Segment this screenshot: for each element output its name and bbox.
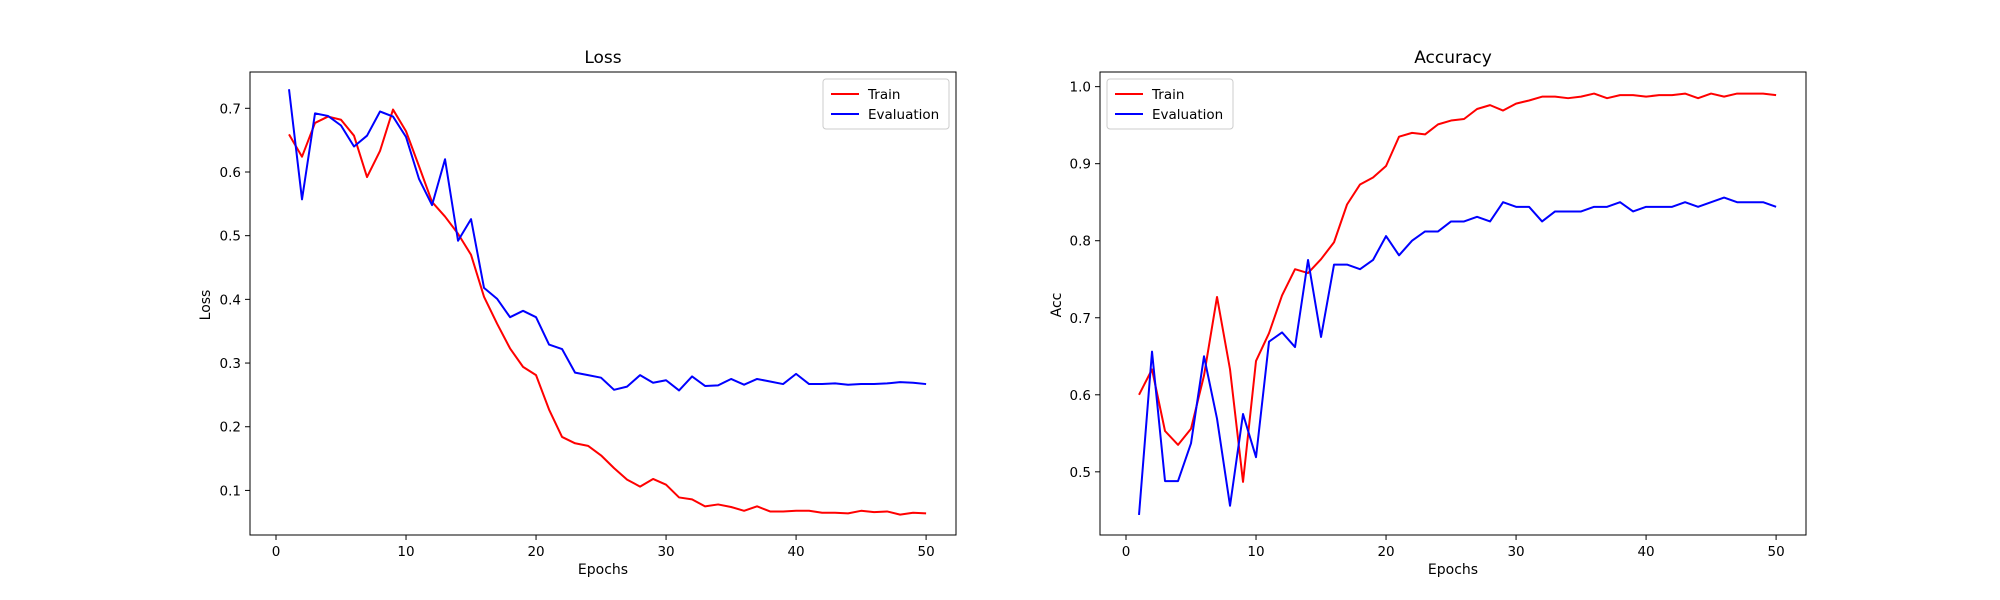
accuracy-legend-train-label: Train <box>1151 87 1184 103</box>
accuracy-x-tick-label: 50 <box>1768 544 1785 560</box>
accuracy-y-tick-label: 0.7 <box>1070 311 1091 327</box>
accuracy-y-tick-label: 0.8 <box>1070 234 1091 250</box>
loss-chart-legend: Train Evaluation <box>822 78 950 130</box>
accuracy-chart-ylabel: Acc <box>1049 293 1065 318</box>
loss-x-tick-label: 20 <box>527 544 544 560</box>
loss-x-tick-label: 10 <box>397 544 414 560</box>
loss-chart-xlabel: Epochs <box>578 562 628 578</box>
accuracy-train-series-line <box>1138 92 1777 483</box>
loss-x-tick-label: 40 <box>787 544 804 560</box>
accuracy-x-tick-label: 20 <box>1377 544 1394 560</box>
accuracy-x-tick-label: 30 <box>1507 544 1524 560</box>
accuracy-chart-x-ticks: 0 10 20 30 40 50 <box>1122 535 1785 560</box>
loss-x-tick-label: 50 <box>918 544 935 560</box>
accuracy-x-tick-label: 0 <box>1122 544 1131 560</box>
loss-chart-lines <box>288 89 927 516</box>
accuracy-chart-plot-frame <box>1099 71 1807 536</box>
loss-chart-ylabel: Loss <box>198 290 214 321</box>
loss-legend-evaluation-label: Evaluation <box>868 107 939 123</box>
accuracy-x-tick-label: 10 <box>1247 544 1264 560</box>
accuracy-evaluation-series-line <box>1138 196 1777 516</box>
loss-chart-plot-frame <box>249 71 957 536</box>
loss-chart-x-ticks: 0 10 20 30 40 50 <box>272 535 935 560</box>
accuracy-y-tick-label: 1.0 <box>1070 80 1091 96</box>
accuracy-chart-y-ticks: 0.5 0.6 0.7 0.8 0.9 1.0 <box>1070 80 1100 481</box>
accuracy-x-tick-label: 40 <box>1637 544 1654 560</box>
loss-y-tick-label: 0.4 <box>220 292 241 308</box>
accuracy-chart-xlabel: Epochs <box>1428 562 1478 578</box>
loss-y-tick-label: 0.5 <box>220 229 241 245</box>
accuracy-y-tick-label: 0.5 <box>1070 465 1091 481</box>
loss-chart-title: Loss <box>584 48 621 68</box>
loss-legend-box <box>822 78 950 130</box>
loss-x-tick-label: 30 <box>657 544 674 560</box>
accuracy-legend-box <box>1106 78 1234 130</box>
accuracy-chart-title: Accuracy <box>1414 48 1492 68</box>
loss-chart: Loss Epochs Loss 0 10 20 30 40 50 0.10.20.30.… <box>198 48 957 578</box>
accuracy-chart: Accuracy Epochs Acc 0 10 20 30 40 50 0.50.60.… <box>1049 48 1807 578</box>
accuracy-legend-evaluation-label: Evaluation <box>1152 107 1223 123</box>
accuracy-chart-legend: Train Evaluation <box>1106 78 1234 130</box>
loss-y-tick-label: 0.2 <box>220 420 241 436</box>
accuracy-y-tick-label: 0.6 <box>1070 388 1091 404</box>
accuracy-y-tick-label: 0.9 <box>1070 157 1091 173</box>
loss-chart-y-ticks: 0.1 0.2 0.3 0.4 0.5 0.6 0.7 <box>220 101 250 499</box>
loss-evaluation-series-line <box>288 89 927 392</box>
loss-legend-train-label: Train <box>867 87 900 103</box>
loss-y-tick-label: 0.1 <box>220 483 241 499</box>
loss-train-series-line <box>288 108 927 516</box>
loss-y-tick-label: 0.7 <box>220 101 241 117</box>
loss-x-tick-label: 0 <box>272 544 281 560</box>
loss-y-tick-label: 0.6 <box>220 165 241 181</box>
loss-y-tick-label: 0.3 <box>220 356 241 372</box>
accuracy-chart-lines <box>1138 92 1777 516</box>
